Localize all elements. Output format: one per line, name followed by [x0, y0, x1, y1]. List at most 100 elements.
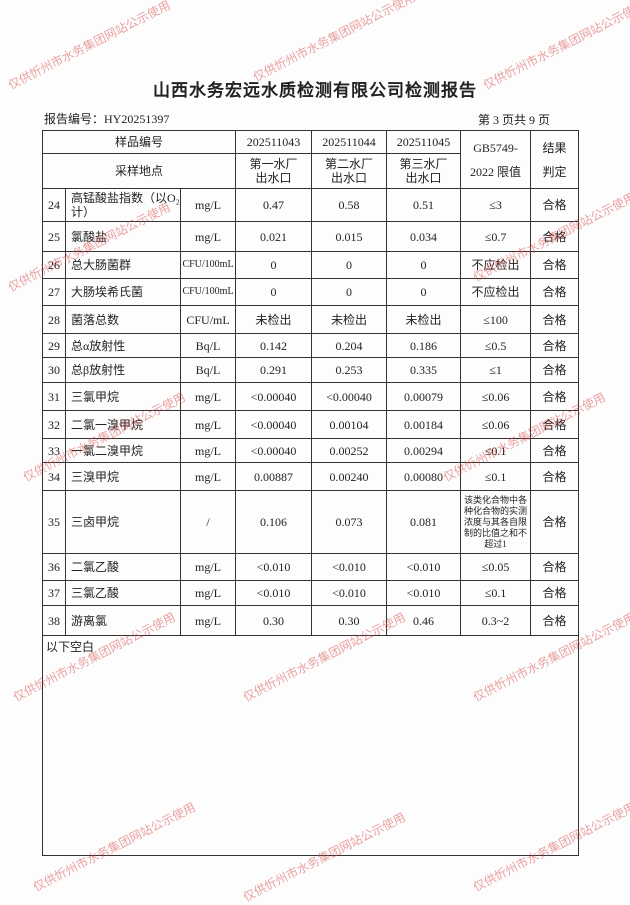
limit: ≤0.05	[460, 553, 532, 581]
table-row: 37 三氯乙酸 mg/L <0.010 <0.010 <0.010 ≤0.1 合格	[42, 580, 580, 606]
result: 合格	[530, 438, 580, 463]
item: 一氯二溴甲烷	[65, 438, 181, 463]
item: 大肠埃希氏菌	[65, 278, 181, 306]
value: 0	[386, 251, 462, 279]
item: 二氯一溴甲烷	[65, 410, 181, 439]
site-line: 出水口	[255, 171, 292, 185]
value: 未检出	[235, 305, 313, 334]
table-row: 35 三卤甲烷/0.106 0.073 0.081 该类化合物中各种化合物的实测浓度与其…	[42, 490, 580, 554]
item: 三卤甲烷	[65, 490, 181, 554]
result: 合格	[530, 221, 580, 252]
table-row: 24 高锰酸盐指数（以O₂计） mg/L 0.47 0.58 0.51 ≤3 合格	[42, 188, 580, 222]
value: 0.58	[311, 188, 388, 222]
result: 合格	[530, 188, 580, 222]
value: 0.00294	[386, 438, 462, 463]
value: <0.010	[386, 580, 462, 606]
result: 合格	[530, 357, 580, 383]
row-no: 26	[42, 251, 66, 279]
value: 0.291	[235, 357, 313, 383]
unit: mg/L	[179, 605, 237, 636]
row-no: 31	[42, 382, 66, 411]
result: 合格	[530, 605, 580, 636]
row-no: 35	[42, 490, 66, 554]
table-row: 30 总β放射性 Bq/L 0.291 0.253 0.335 ≤1 合格	[42, 357, 580, 383]
unit: mg/L	[179, 382, 237, 411]
value: 0.335	[386, 357, 462, 383]
table-row: 29 总α放射性 Bq/L 0.142 0.204 0.186 ≤0.5 合格	[42, 333, 580, 358]
site-line: 第一水厂	[249, 157, 298, 171]
watermark: 仅供忻州市水务集团网站公示使用	[250, 0, 418, 85]
limit: ≤1	[460, 357, 532, 383]
item: 氯酸盐	[65, 221, 181, 252]
sample-no: 202511044	[311, 130, 388, 154]
value: 0.46	[386, 605, 462, 636]
limit: ≤0.1	[460, 438, 532, 463]
value: 0	[386, 278, 462, 306]
result-table: 样品编号 202511043 202511044 202511045 GB574…	[41, 130, 580, 636]
item: 游离氯	[65, 605, 181, 636]
footer-note: 以下空白	[46, 640, 95, 654]
site: 第二水厂 出水口	[311, 153, 388, 189]
table-row: 32 二氯一溴甲烷 mg/L <0.00040 0.00104 0.00184 ≤0.06 合…	[42, 410, 580, 439]
limit: ≤0.5	[460, 333, 532, 358]
table-row: 31 三氯甲烷 mg/L <0.00040 <0.00040 0.00079 ≤0.06 合格	[42, 382, 580, 411]
limit: 该类化合物中各种化合物的实测浓度与其各自限制的比值之和不超过1	[460, 490, 532, 554]
limit: ≤0.1	[460, 462, 532, 491]
result-line: 判定	[542, 164, 567, 179]
value: <0.00040	[235, 410, 313, 439]
unit: mg/L	[179, 462, 237, 491]
unit: CFU/100mL	[179, 251, 237, 279]
row-no: 36	[42, 553, 66, 581]
value: 0.00104	[311, 410, 388, 439]
result: 合格	[530, 580, 580, 606]
result: 合格	[530, 333, 580, 358]
value: 0.253	[311, 357, 388, 383]
value: 0.186	[386, 333, 462, 358]
value: <0.010	[235, 553, 313, 581]
result: 合格	[530, 278, 580, 306]
result: 合格	[530, 382, 580, 411]
table-row: 27 大肠埃希氏菌 CFU/100mL 0 0 0 不应检出 合格	[42, 278, 580, 306]
value: 0.00080	[386, 462, 462, 491]
sample-no-label: 样品编号	[41, 130, 237, 154]
row-no: 27	[42, 278, 66, 306]
item: 三氯甲烷	[65, 382, 181, 411]
result: 合格	[530, 462, 580, 491]
result: 合格	[530, 251, 580, 279]
value: 0.081	[386, 490, 462, 554]
row-no: 33	[42, 438, 66, 463]
limit: ≤0.06	[460, 410, 532, 439]
value: <0.010	[311, 553, 388, 581]
row-no: 37	[42, 580, 66, 606]
blank-frame	[42, 635, 579, 856]
table-row: 25 氯酸盐 mg/L 0.021 0.015 0.034 ≤0.7 合格	[42, 221, 580, 252]
limit: 0.3~2	[460, 605, 532, 636]
table-row: 34 三溴甲烷 mg/L 0.00887 0.00240 0.00080 ≤0.1 合格	[42, 462, 580, 491]
item: 二氯乙酸	[65, 553, 181, 581]
value: 0	[235, 251, 313, 279]
value: <0.00040	[311, 382, 388, 411]
table-row: 38 游离氯 mg/L 0.30 0.30 0.46 0.3~2 合格	[42, 605, 580, 636]
limit: ≤0.1	[460, 580, 532, 606]
unit: Bq/L	[179, 357, 237, 383]
result: 合格	[530, 490, 580, 554]
value: 0	[311, 251, 388, 279]
table-row: 28 菌落总数 CFU/mL 未检出 未检出 未检出 ≤100 合格	[42, 305, 580, 334]
value: 0	[311, 278, 388, 306]
site-line: 出水口	[331, 171, 368, 185]
sample-no: 202511043	[235, 130, 313, 154]
row-no: 32	[42, 410, 66, 439]
value: 0.00079	[386, 382, 462, 411]
value: 0.034	[386, 221, 462, 252]
table-row: 33 一氯二溴甲烷 mg/L <0.00040 0.00252 0.00294 ≤0.1 合格	[42, 438, 580, 463]
value: 0.00887	[235, 462, 313, 491]
site-line: 第三水厂	[399, 157, 448, 171]
value: 0.47	[235, 188, 313, 222]
limit: ≤0.7	[460, 221, 532, 252]
limit-line: 2022 限值	[470, 164, 522, 179]
limit: 不应检出	[460, 278, 532, 306]
row-no: 30	[42, 357, 66, 383]
value: 0.00252	[311, 438, 388, 463]
value: 0.015	[311, 221, 388, 252]
